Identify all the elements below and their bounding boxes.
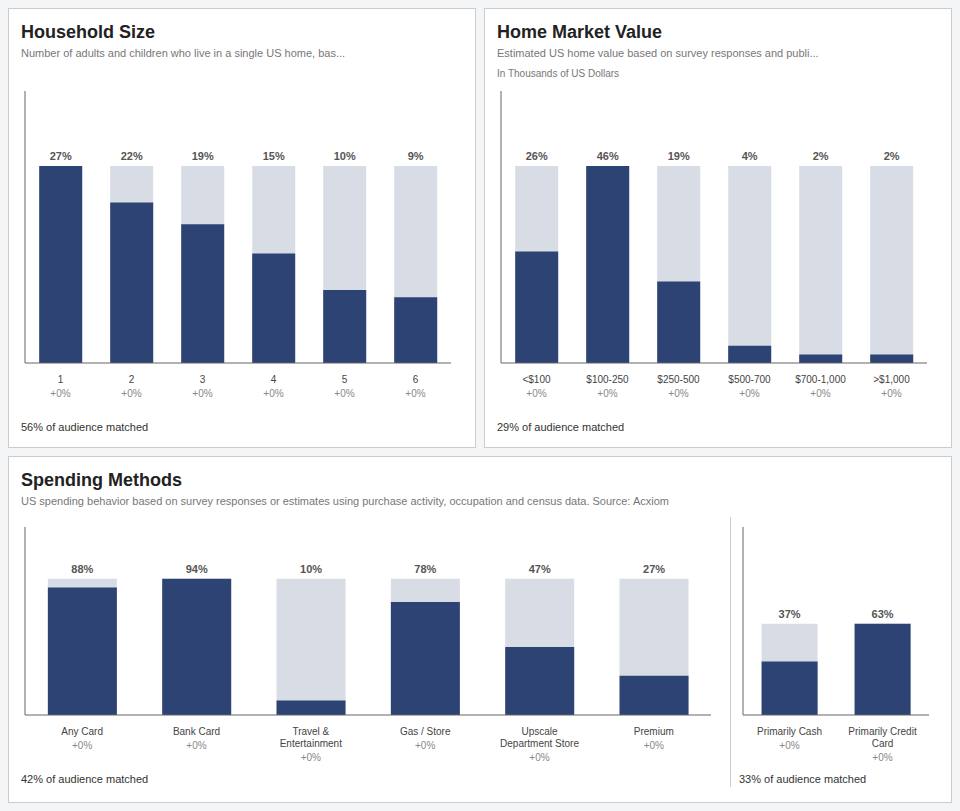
svg-text:+0%: +0% — [872, 752, 892, 763]
html-text:In Thousands of US Dollars: In Thousands of US Dollars — [497, 68, 620, 79]
svg-text:78%: 78% — [414, 563, 436, 575]
svg-text:10%: 10% — [300, 563, 322, 575]
svg-text:4%: 4% — [742, 150, 758, 162]
svg-text:+0%: +0% — [881, 388, 901, 399]
svg-text:+0%: +0% — [405, 388, 425, 399]
html-text:33% of audience matched: 33% of audience matched — [739, 773, 867, 785]
svg-text:+0%: +0% — [192, 388, 212, 399]
svg-text:10%: 10% — [334, 150, 356, 162]
svg-text:Bank Card: Bank Card — [173, 726, 220, 737]
svg-text:UpscaleDepartment Store: UpscaleDepartment Store — [500, 726, 579, 749]
html-text:Spending Methods: Spending Methods — [21, 470, 182, 490]
svg-text:+0%: +0% — [121, 388, 141, 399]
html-text:29% of audience matched: 29% of audience matched — [497, 421, 625, 433]
svg-text:+0%: +0% — [668, 388, 688, 399]
svg-text:Primarily CreditCard: Primarily CreditCard — [848, 726, 917, 749]
svg-text:2: 2 — [129, 374, 135, 385]
svg-text:+0%: +0% — [263, 388, 283, 399]
html-text:Home Market Value: Home Market Value — [497, 22, 663, 42]
svg-text:2%: 2% — [813, 150, 829, 162]
svg-text:Premium: Premium — [634, 726, 674, 737]
svg-text:+0%: +0% — [415, 740, 435, 751]
svg-text:63%: 63% — [872, 608, 894, 620]
html-text:56% of audience matched: 56% of audience matched — [21, 421, 149, 433]
svg-text:>$1,000: >$1,000 — [873, 374, 910, 385]
svg-text:+0%: +0% — [779, 740, 799, 751]
svg-text:19%: 19% — [192, 150, 214, 162]
svg-text:Gas / Store: Gas / Store — [400, 726, 451, 737]
html-text:Number of adults and children: Number of adults and children who live i… — [21, 47, 346, 59]
html-text:42% of audience matched: 42% of audience matched — [21, 773, 149, 785]
svg-text:$700-1,000: $700-1,000 — [795, 374, 846, 385]
html-text:Estimated US home value based: Estimated US home value based on survey … — [497, 47, 819, 59]
svg-text:Travel &Entertainment: Travel &Entertainment — [280, 726, 342, 749]
svg-text:6: 6 — [413, 374, 419, 385]
svg-text:9%: 9% — [408, 150, 424, 162]
svg-text:5: 5 — [342, 374, 348, 385]
svg-text:1: 1 — [58, 374, 64, 385]
svg-text:2%: 2% — [884, 150, 900, 162]
svg-text:+0%: +0% — [739, 388, 759, 399]
svg-text:Primarily Cash: Primarily Cash — [757, 726, 822, 737]
svg-text:+0%: +0% — [597, 388, 617, 399]
svg-text:+0%: +0% — [50, 388, 70, 399]
svg-text:26%: 26% — [526, 150, 548, 162]
svg-text:<$100: <$100 — [522, 374, 551, 385]
svg-text:22%: 22% — [121, 150, 143, 162]
svg-text:47%: 47% — [529, 563, 551, 575]
svg-text:88%: 88% — [71, 563, 93, 575]
svg-text:46%: 46% — [597, 150, 619, 162]
svg-text:27%: 27% — [50, 150, 72, 162]
svg-text:$500-700: $500-700 — [728, 374, 771, 385]
html-text:US spending behavior based on: US spending behavior based on survey res… — [21, 495, 669, 507]
svg-text:3: 3 — [200, 374, 206, 385]
svg-text:15%: 15% — [263, 150, 285, 162]
html-text:Household Size: Household Size — [21, 22, 155, 42]
svg-text:+0%: +0% — [334, 388, 354, 399]
svg-text:+0%: +0% — [526, 388, 546, 399]
svg-text:+0%: +0% — [810, 388, 830, 399]
svg-text:27%: 27% — [643, 563, 665, 575]
svg-text:37%: 37% — [779, 608, 801, 620]
svg-text:+0%: +0% — [644, 740, 664, 751]
svg-text:+0%: +0% — [186, 740, 206, 751]
svg-text:4: 4 — [271, 374, 277, 385]
svg-text:$100-250: $100-250 — [586, 374, 629, 385]
svg-text:+0%: +0% — [529, 752, 549, 763]
svg-text:Any Card: Any Card — [61, 726, 103, 737]
svg-text:+0%: +0% — [72, 740, 92, 751]
svg-text:19%: 19% — [668, 150, 690, 162]
svg-text:+0%: +0% — [301, 752, 321, 763]
svg-text:$250-500: $250-500 — [657, 374, 700, 385]
svg-text:94%: 94% — [186, 563, 208, 575]
